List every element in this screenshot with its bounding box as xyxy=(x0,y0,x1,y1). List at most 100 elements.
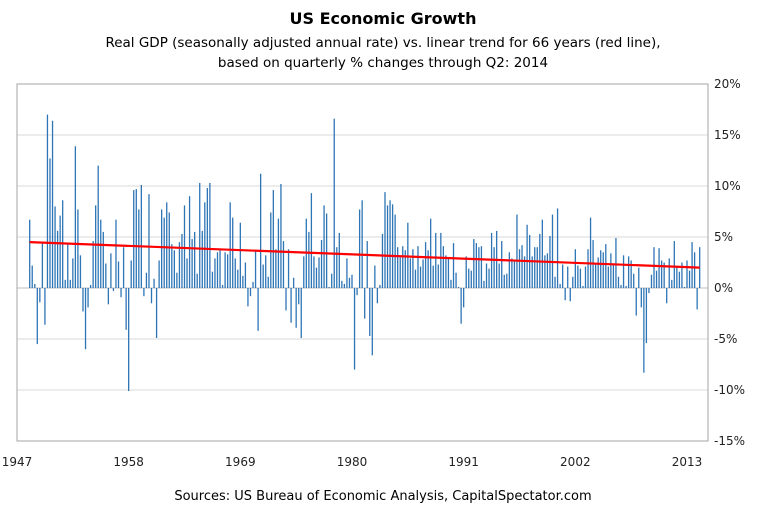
gdp-bar xyxy=(673,241,675,288)
gdp-bar xyxy=(181,233,183,288)
gdp-bar xyxy=(242,275,244,288)
gdp-bar xyxy=(183,205,186,288)
gdp-bar xyxy=(480,246,483,288)
x-tick-label: 2013 xyxy=(672,455,703,469)
gdp-bar xyxy=(221,284,224,288)
gdp-bar xyxy=(561,264,564,288)
gdp-bar xyxy=(265,255,267,288)
gdp-bar xyxy=(460,288,462,324)
gdp-bar xyxy=(399,257,401,288)
gdp-bar xyxy=(292,277,295,288)
gdp-bar xyxy=(158,260,160,288)
gdp-bar xyxy=(465,256,467,288)
gdp-bar xyxy=(488,268,490,288)
gdp-bar xyxy=(267,276,269,288)
gdp-bar xyxy=(59,215,61,288)
gdp-bar xyxy=(422,259,424,288)
gdp-bar xyxy=(173,250,175,288)
gdp-bar xyxy=(617,276,620,288)
gdp-bar xyxy=(653,247,655,288)
gdp-bar xyxy=(239,222,241,288)
gdp-bar xyxy=(100,219,102,288)
gdp-bar xyxy=(691,242,693,288)
gdp-bar xyxy=(328,286,330,288)
gdp-bar xyxy=(232,217,234,288)
gdp-bar xyxy=(204,202,206,288)
gdp-bar xyxy=(150,288,153,304)
gdp-bar xyxy=(95,205,97,288)
gdp-bar xyxy=(107,288,110,305)
gdp-bar xyxy=(318,257,320,288)
gdp-bar xyxy=(79,255,82,288)
gdp-bar xyxy=(148,194,150,288)
gdp-bar xyxy=(607,266,609,288)
gdp-bar xyxy=(130,260,132,288)
gdp-bar xyxy=(247,288,249,307)
gdp-bar xyxy=(188,196,191,288)
gdp-bar xyxy=(87,288,89,308)
gdp-bar xyxy=(526,224,528,288)
gdp-bar xyxy=(503,274,505,288)
gdp-bar xyxy=(572,276,574,288)
gdp-bar xyxy=(36,288,38,345)
gdp-bar xyxy=(364,288,366,319)
gdp-bar xyxy=(384,192,386,288)
gdp-bar xyxy=(457,286,460,288)
chart-source: Sources: US Bureau of Economic Analysis,… xyxy=(174,489,592,504)
gdp-bar xyxy=(468,268,470,288)
gdp-bar xyxy=(374,265,376,288)
gdp-bar xyxy=(67,244,69,288)
gdp-bar xyxy=(655,270,658,288)
gdp-bar xyxy=(473,239,475,288)
gdp-bar xyxy=(252,281,254,288)
chart-subtitle-line-1: Real GDP (seasonally adjusted annual rat… xyxy=(105,35,661,51)
gdp-bar xyxy=(46,114,49,288)
gdp-bar xyxy=(615,238,617,288)
gdp-bar xyxy=(153,278,155,288)
gdp-bar xyxy=(282,241,285,288)
gdp-bar xyxy=(432,265,434,288)
gdp-bar xyxy=(135,189,137,288)
gdp-bar xyxy=(671,279,673,288)
gdp-bar xyxy=(559,283,561,288)
gdp-bar xyxy=(414,269,417,288)
gdp-bar xyxy=(470,270,472,288)
gdp-bar xyxy=(442,246,445,288)
gdp-bar xyxy=(447,257,450,288)
gdp-bar xyxy=(338,232,340,288)
gdp-bar xyxy=(72,258,74,288)
gdp-bar xyxy=(69,279,71,288)
gdp-bar xyxy=(74,146,77,288)
gdp-bar xyxy=(584,266,587,288)
gdp-bar xyxy=(404,250,406,288)
gdp-bar xyxy=(498,263,500,288)
gdp-bar xyxy=(120,288,122,298)
gdp-bar xyxy=(450,279,452,288)
gdp-bar xyxy=(166,202,168,288)
gdp-bar xyxy=(518,249,521,288)
gdp-bar xyxy=(645,288,648,344)
gdp-bar xyxy=(534,247,536,288)
gdp-bar xyxy=(358,209,361,288)
gdp-bar xyxy=(125,288,127,330)
gdp-bar xyxy=(331,273,333,288)
gdp-bar xyxy=(589,217,592,288)
gdp-bar xyxy=(140,184,143,288)
gdp-bar xyxy=(602,252,604,288)
gdp-bar xyxy=(298,288,300,305)
gdp-bar xyxy=(536,247,538,288)
gdp-bar xyxy=(554,276,556,288)
gdp-bar xyxy=(452,243,455,288)
y-tick-label: -5% xyxy=(714,332,737,346)
gdp-bar xyxy=(295,288,297,328)
x-tick-label: 1958 xyxy=(113,455,144,469)
gdp-bar xyxy=(412,249,414,288)
y-tick-label: 5% xyxy=(714,230,733,244)
gdp-bar xyxy=(546,253,549,288)
gdp-bar xyxy=(678,271,681,288)
gdp-bar xyxy=(84,288,87,350)
chart-title: US Economic Growth xyxy=(289,9,477,28)
gdp-bar xyxy=(579,268,582,288)
gdp-bar xyxy=(341,280,343,288)
gdp-bar xyxy=(633,273,635,288)
